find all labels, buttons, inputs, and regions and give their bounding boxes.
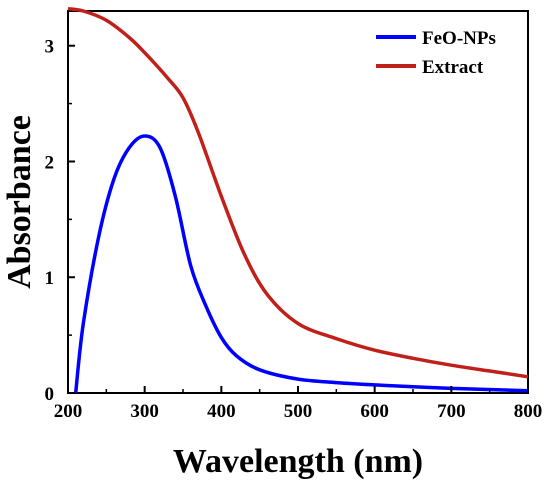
- series-line-feo-nps: [73, 134, 529, 394]
- x-tick-label: 300: [130, 401, 159, 422]
- y-axis-title: Absorbance: [1, 115, 38, 289]
- series-lines: [67, 6, 529, 394]
- x-tick-label: 200: [54, 401, 83, 422]
- legend: FeO-NPs Extract: [376, 28, 496, 78]
- y-tick-label: 0: [45, 384, 55, 405]
- series-line-extract: [67, 6, 529, 379]
- x-tick-label: 700: [437, 401, 466, 422]
- y-tick-label: 1: [45, 268, 55, 289]
- x-axis-title: Wavelength (nm): [173, 443, 423, 480]
- x-tick-label: 500: [284, 401, 313, 422]
- y-tick-label: 2: [45, 152, 55, 173]
- axis-ticks: 200 300 400 500 600 700 800 0 1 2 3: [45, 37, 543, 422]
- y-tick-label: 3: [45, 37, 55, 58]
- x-tick-label: 800: [514, 401, 543, 422]
- x-tick-label: 400: [207, 401, 236, 422]
- legend-label-feo-nps: FeO-NPs: [422, 28, 496, 49]
- x-tick-label: 600: [360, 401, 389, 422]
- legend-label-extract: Extract: [422, 57, 484, 78]
